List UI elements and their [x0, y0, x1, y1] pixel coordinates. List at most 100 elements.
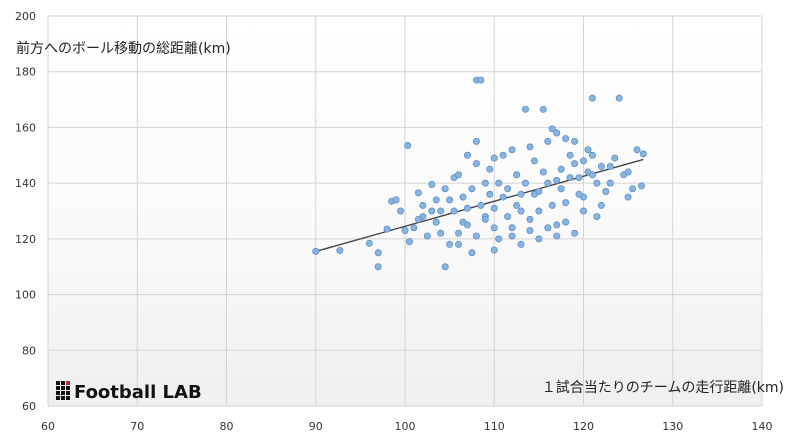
data-point: [575, 190, 583, 198]
data-point: [562, 199, 570, 207]
data-point: [441, 263, 449, 271]
data-point: [639, 150, 647, 158]
data-point: [508, 232, 516, 240]
data-point: [468, 249, 476, 257]
data-point: [526, 215, 534, 223]
y-tick-label: 100: [15, 289, 36, 302]
data-points: [312, 76, 647, 271]
data-point: [535, 235, 543, 243]
data-point: [553, 176, 561, 184]
data-point: [521, 105, 529, 113]
data-point: [624, 193, 632, 201]
data-point: [468, 185, 476, 193]
data-point: [597, 201, 605, 209]
data-point: [615, 94, 623, 102]
data-point: [562, 218, 570, 226]
data-point: [336, 247, 344, 255]
data-point: [504, 185, 512, 193]
logo: Football LAB: [56, 381, 202, 403]
y-tick-label: 140: [15, 177, 36, 190]
data-point: [404, 142, 412, 150]
data-point: [432, 218, 440, 226]
data-point: [562, 135, 570, 143]
data-point: [312, 247, 320, 255]
data-point: [597, 162, 605, 170]
data-point: [548, 125, 556, 133]
x-tick-label: 130: [662, 420, 683, 433]
data-point: [459, 193, 467, 201]
data-point: [566, 151, 574, 159]
data-point: [508, 146, 516, 154]
data-point: [588, 94, 596, 102]
data-point: [446, 240, 454, 248]
data-point: [414, 189, 422, 197]
y-tick-label: 200: [15, 10, 36, 23]
data-point: [553, 232, 561, 240]
data-point: [566, 174, 574, 182]
data-point: [481, 179, 489, 187]
x-tick-label: 90: [309, 420, 323, 433]
data-point: [486, 165, 494, 173]
data-point: [374, 263, 382, 271]
data-point: [428, 181, 436, 189]
logo-grid-icon: [56, 381, 70, 400]
data-point: [455, 229, 463, 237]
data-point: [571, 160, 579, 168]
data-point: [539, 105, 547, 113]
data-point: [508, 224, 516, 232]
data-point: [517, 190, 525, 198]
x-tick-label: 80: [220, 420, 234, 433]
data-point: [575, 174, 583, 182]
data-point: [397, 207, 405, 215]
data-point: [638, 182, 646, 190]
data-point: [557, 165, 565, 173]
data-point: [517, 240, 525, 248]
data-point: [446, 196, 454, 204]
data-point: [553, 221, 561, 229]
tick-labels: 60 70 80 90 100 110 120 130 140 60 80 100 120 140 160 1…: [15, 10, 773, 433]
data-point: [481, 215, 489, 223]
data-point: [472, 232, 480, 240]
data-point: [463, 221, 471, 229]
data-point: [517, 207, 525, 215]
data-point: [580, 207, 588, 215]
data-point: [588, 171, 596, 179]
data-point: [557, 185, 565, 193]
x-tick-label: 100: [395, 420, 416, 433]
data-point: [495, 235, 503, 243]
data-point: [504, 213, 512, 221]
data-point: [571, 229, 579, 237]
data-point: [401, 226, 409, 234]
data-point: [571, 137, 579, 145]
data-point: [548, 201, 556, 209]
data-point: [437, 229, 445, 237]
data-point: [606, 179, 614, 187]
data-point: [428, 207, 436, 215]
data-point: [472, 160, 480, 168]
data-point: [423, 232, 431, 240]
data-point: [455, 240, 463, 248]
y-tick-label: 120: [15, 233, 36, 246]
data-point: [365, 239, 373, 247]
x-tick-label: 120: [573, 420, 594, 433]
data-point: [499, 193, 507, 201]
data-point: [432, 196, 440, 204]
data-point: [539, 168, 547, 176]
y-tick-label: 160: [15, 121, 36, 134]
x-tick-label: 70: [130, 420, 144, 433]
data-point: [544, 137, 552, 145]
data-point: [463, 204, 471, 212]
data-point: [602, 187, 610, 195]
data-point: [606, 162, 614, 170]
data-point: [553, 129, 561, 137]
data-point: [526, 143, 534, 151]
data-point: [490, 204, 498, 212]
data-point: [535, 207, 543, 215]
data-point: [535, 187, 543, 195]
data-point: [490, 246, 498, 254]
y-tick-label: 180: [15, 66, 36, 79]
data-point: [584, 146, 592, 154]
data-point: [593, 179, 601, 187]
x-axis-title: １試合当たりのチームの走行距離(km): [542, 379, 784, 396]
grid: [47, 15, 763, 407]
